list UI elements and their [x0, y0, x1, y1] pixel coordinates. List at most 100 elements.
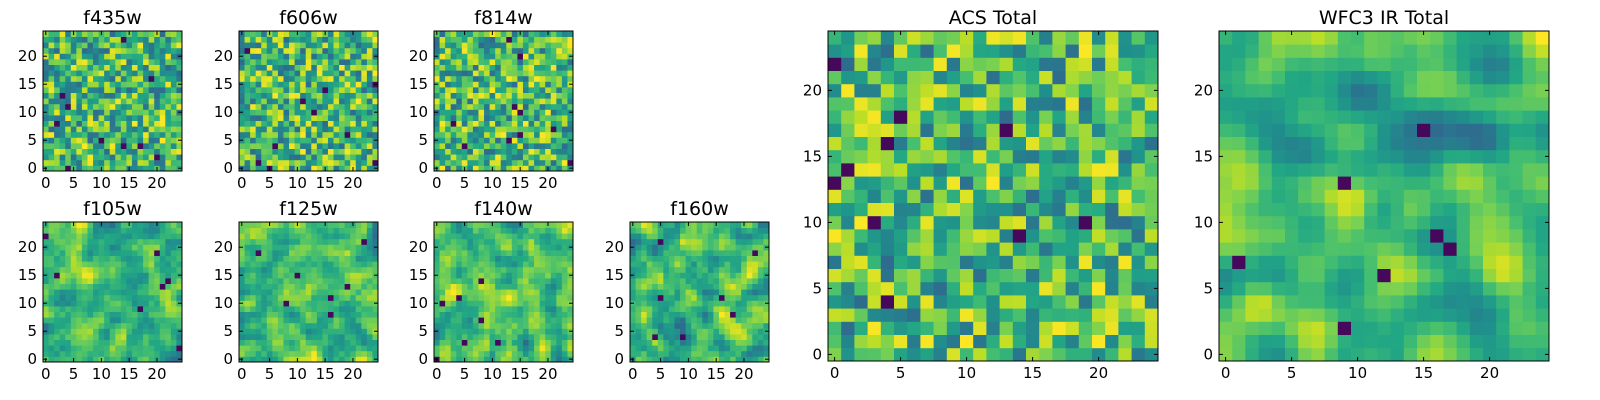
heatmap-cell	[450, 75, 457, 82]
heatmap-cell	[277, 317, 284, 324]
heatmap-cell	[355, 98, 362, 105]
heatmap-cell	[137, 322, 144, 329]
heatmap-cell	[272, 306, 279, 312]
heatmap-cell	[159, 266, 166, 273]
heatmap-cell	[255, 250, 262, 256]
heatmap-cell	[1039, 321, 1053, 335]
heatmap-cell	[680, 345, 686, 352]
heatmap-cell	[1118, 255, 1132, 269]
heatmap-cell	[165, 311, 172, 318]
heatmap-cell	[339, 244, 346, 251]
heatmap-cell	[272, 278, 279, 284]
heatmap-cell	[355, 244, 362, 251]
heatmap-cell	[439, 47, 446, 54]
heatmap-cell	[344, 272, 351, 279]
heatmap-cell	[59, 81, 66, 88]
heatmap-cell	[283, 126, 290, 133]
heatmap-cell	[652, 261, 659, 268]
heatmap-cell	[65, 300, 72, 307]
heatmap-cell	[561, 59, 568, 65]
heatmap-cell	[70, 42, 77, 49]
heatmap-cell	[528, 31, 535, 37]
heatmap-cell	[511, 131, 518, 138]
heatmap-cell	[261, 109, 268, 116]
heatmap-cell	[261, 322, 268, 329]
heatmap-cell	[361, 115, 368, 121]
heatmap-cell	[355, 131, 362, 138]
heatmap-cell	[115, 165, 122, 172]
heatmap-cell	[724, 294, 731, 301]
heatmap-cell	[841, 229, 855, 243]
heatmap-cell	[350, 75, 357, 82]
heatmap-cell	[300, 120, 307, 127]
heatmap-cell	[43, 143, 49, 149]
heatmap-cell	[76, 98, 83, 105]
heatmap-cell	[87, 64, 94, 71]
heatmap-cell	[137, 81, 144, 88]
heatmap-cell	[735, 339, 742, 346]
heatmap-cell	[556, 289, 563, 296]
heatmap-cell	[500, 227, 507, 234]
heatmap-cell	[54, 36, 61, 43]
heatmap-cell	[517, 59, 524, 65]
heatmap-cell	[456, 143, 463, 149]
heatmap-cell	[48, 109, 55, 116]
heatmap-cell	[478, 300, 485, 307]
heatmap-cell	[65, 87, 72, 93]
heatmap-cell	[65, 36, 72, 43]
heatmap-cell	[143, 109, 150, 116]
heatmap-cell	[1065, 308, 1080, 322]
heatmap-cell	[561, 165, 568, 172]
heatmap-cell	[43, 266, 49, 273]
heatmap-cell	[434, 103, 440, 110]
heatmap-cell	[170, 334, 177, 340]
heatmap-cell	[59, 345, 66, 352]
heatmap-cell	[439, 306, 446, 312]
heatmap-cell	[561, 227, 568, 234]
heatmap-cell	[366, 227, 373, 234]
heatmap-cell	[131, 165, 138, 172]
heatmap-cell	[277, 283, 284, 290]
heatmap-cell	[93, 334, 99, 340]
heatmap-cell	[294, 227, 301, 234]
heatmap-cell	[361, 31, 368, 37]
heatmap-cell	[550, 70, 557, 77]
heatmap-cell	[277, 59, 284, 65]
heatmap-cell	[294, 70, 301, 77]
heatmap-cell	[500, 36, 507, 43]
heatmap-cell	[534, 59, 541, 65]
heatmap-cell	[65, 154, 72, 161]
heatmap-cell	[674, 345, 681, 352]
heatmap-cell	[305, 238, 312, 245]
heatmap-cell	[450, 278, 457, 284]
heatmap-cell	[1065, 295, 1080, 309]
heatmap-cell	[98, 261, 105, 268]
heatmap-cell	[478, 317, 485, 324]
heatmap-cell	[1118, 321, 1132, 335]
heatmap-cell	[484, 64, 490, 71]
heatmap-cell	[545, 109, 552, 116]
heatmap-cell	[1052, 163, 1066, 177]
heatmap-cell	[1065, 215, 1080, 230]
heatmap-cell	[550, 120, 557, 127]
heatmap-cell	[350, 328, 357, 335]
heatmap-cell	[76, 131, 83, 138]
heatmap-cell	[556, 120, 563, 127]
heatmap-cell	[445, 317, 452, 324]
heatmap-cell	[170, 143, 177, 149]
heatmap-cell	[500, 75, 507, 82]
heatmap-cell	[239, 75, 245, 82]
heatmap-cell	[545, 126, 552, 133]
heatmap-cell	[1118, 176, 1132, 190]
heatmap-cell	[630, 266, 636, 273]
heatmap-cell	[70, 278, 77, 284]
heatmap-cell	[484, 339, 490, 346]
heatmap-cell	[495, 294, 502, 301]
heatmap-cell	[176, 154, 183, 161]
heatmap-cell	[344, 103, 351, 110]
heatmap-cell	[445, 126, 452, 133]
heatmap-cell	[539, 98, 546, 105]
heatmap-cell	[495, 36, 502, 43]
heatmap-cell	[159, 345, 166, 352]
